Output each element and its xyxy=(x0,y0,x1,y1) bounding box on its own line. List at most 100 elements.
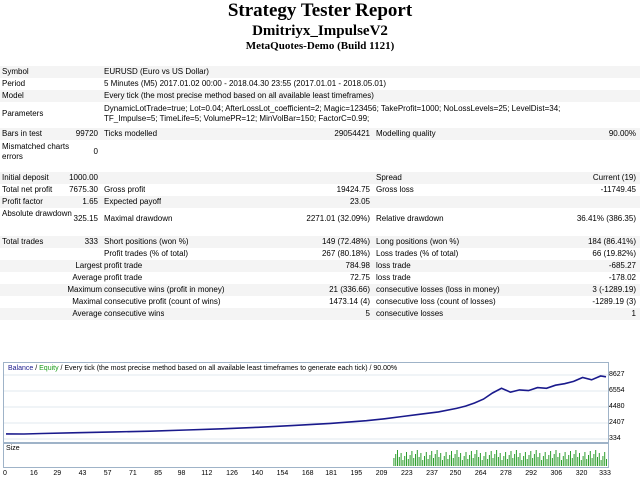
params-line-1: DynamicLotTrade=true; Lot=0.04; AfterLos… xyxy=(104,104,561,113)
x-tick-label: 320 xyxy=(575,470,588,477)
max-wins-label: consecutive wins (profit in money) xyxy=(104,285,225,294)
size-bar xyxy=(494,454,496,466)
size-bar xyxy=(503,456,505,466)
size-bar xyxy=(442,460,443,466)
size-bar xyxy=(588,455,589,466)
size-bar xyxy=(564,452,566,466)
x-tick-label: 57 xyxy=(103,470,112,477)
reldd-label: Relative drawdown xyxy=(376,214,444,223)
maxl-wins-value: 1473.14 (4) xyxy=(329,297,370,306)
bars-label: Bars in test xyxy=(2,129,43,138)
y-tick-label: 8627 xyxy=(609,371,625,378)
size-chart: Size xyxy=(3,443,609,468)
size-bar xyxy=(579,453,580,466)
period-value: 5 Minutes (M5) 2017.01.02 00:00 - 2018.0… xyxy=(104,79,386,88)
size-bar xyxy=(591,458,593,466)
ticks-value: 29054421 xyxy=(334,129,370,138)
y-tick-label: 4480 xyxy=(609,403,625,410)
spread-value: Current (19) xyxy=(592,173,636,182)
lt-value: 66 (19.82%) xyxy=(592,249,636,258)
symbol-value: EURUSD (Euro vs US Dollar) xyxy=(104,67,209,76)
size-bar xyxy=(476,450,478,466)
size-bar xyxy=(519,453,521,466)
avgc-losses-label: consecutive losses xyxy=(376,309,444,318)
grossprofit-label: Gross profit xyxy=(104,185,146,194)
size-bar xyxy=(586,459,588,466)
x-tick-label: 195 xyxy=(350,470,363,477)
maxdd-label: Maximal drawdown xyxy=(104,214,173,223)
x-tick-label: 209 xyxy=(375,470,388,477)
ep-value: 23.05 xyxy=(349,197,370,206)
size-bar xyxy=(600,460,602,466)
mq-value: 90.00% xyxy=(608,129,636,138)
x-tick-label: 140 xyxy=(251,470,264,477)
y-tick-label: 334 xyxy=(609,435,621,442)
x-tick-label: 126 xyxy=(226,470,238,477)
size-bar xyxy=(561,460,562,466)
x-tick-label: 71 xyxy=(129,470,137,477)
size-bar xyxy=(568,455,570,466)
size-bar xyxy=(530,451,532,466)
pf-label: Profit factor xyxy=(2,197,43,206)
size-bar xyxy=(566,459,568,466)
legend-equity: Equity xyxy=(39,365,59,372)
size-bar xyxy=(551,458,553,466)
reldd-value: 36.41% (386.35) xyxy=(576,214,636,223)
size-bar xyxy=(478,457,480,466)
size-bar xyxy=(523,456,525,466)
x-tick-label: 154 xyxy=(276,470,289,477)
size-bar xyxy=(533,454,535,466)
x-tick-label: 0 xyxy=(3,470,7,477)
x-tick-label: 181 xyxy=(325,470,337,477)
avgc-wins-label: consecutive wins xyxy=(104,309,165,318)
size-bar xyxy=(425,452,427,466)
size-bar xyxy=(411,451,413,466)
maxl-wins-label: consecutive profit (count of wins) xyxy=(104,297,221,306)
params-line-2: TF_Impulse=5; TimeLife=5; VolumePR=12; M… xyxy=(104,114,370,123)
size-bar xyxy=(479,453,481,466)
size-bar xyxy=(512,458,514,466)
balance-plot xyxy=(4,374,608,440)
spread-label: Spread xyxy=(376,173,402,182)
grossloss-value: -11749.45 xyxy=(600,185,636,194)
size-bar xyxy=(404,456,406,466)
size-bar xyxy=(497,457,499,466)
row-mismatch: Mismatched charts errors 0 xyxy=(0,140,640,164)
maxl-losses-label: consecutive loss (count of losses) xyxy=(376,297,496,306)
size-bar xyxy=(434,454,436,466)
pt-label: Profit trades (% of total) xyxy=(104,249,189,258)
size-bar xyxy=(557,457,559,466)
row-symbol: Symbol EURUSD (Euro vs US Dollar) xyxy=(0,66,640,78)
x-tick-label: 98 xyxy=(177,470,186,477)
size-bar xyxy=(449,455,451,466)
size-bar xyxy=(604,452,606,466)
size-bar xyxy=(584,452,586,466)
maximal-label: Maximal xyxy=(72,297,102,306)
size-bar xyxy=(508,455,510,466)
size-bar xyxy=(589,451,591,466)
size-bar xyxy=(499,453,501,466)
size-bar xyxy=(593,454,595,466)
size-bar xyxy=(524,452,526,466)
row-maximum: Maximum consecutive wins (profit in mone… xyxy=(0,284,640,296)
maxdd-value: 2271.01 (32.09%) xyxy=(306,214,370,223)
size-bar xyxy=(550,451,552,466)
size-bar xyxy=(515,450,517,466)
size-bar xyxy=(492,458,494,466)
size-bar xyxy=(407,459,409,466)
size-bar xyxy=(470,451,472,466)
size-bar xyxy=(460,453,462,466)
average-profit-label: profit trade xyxy=(104,273,143,282)
largest-loss-value: -685.27 xyxy=(608,261,636,270)
largest-profit-value: 784.98 xyxy=(345,261,370,270)
avgc-losses-value: 1 xyxy=(631,309,636,318)
params-label: Parameters xyxy=(2,109,44,118)
size-bar xyxy=(562,456,564,466)
x-tick-label: 264 xyxy=(474,470,487,477)
largest-loss-label: loss trade xyxy=(376,261,411,270)
x-tick-label: 112 xyxy=(201,470,213,477)
size-bar xyxy=(413,458,415,466)
size-bar xyxy=(438,457,440,466)
size-bar xyxy=(461,460,463,466)
pt-value: 267 (80.18%) xyxy=(321,249,370,258)
